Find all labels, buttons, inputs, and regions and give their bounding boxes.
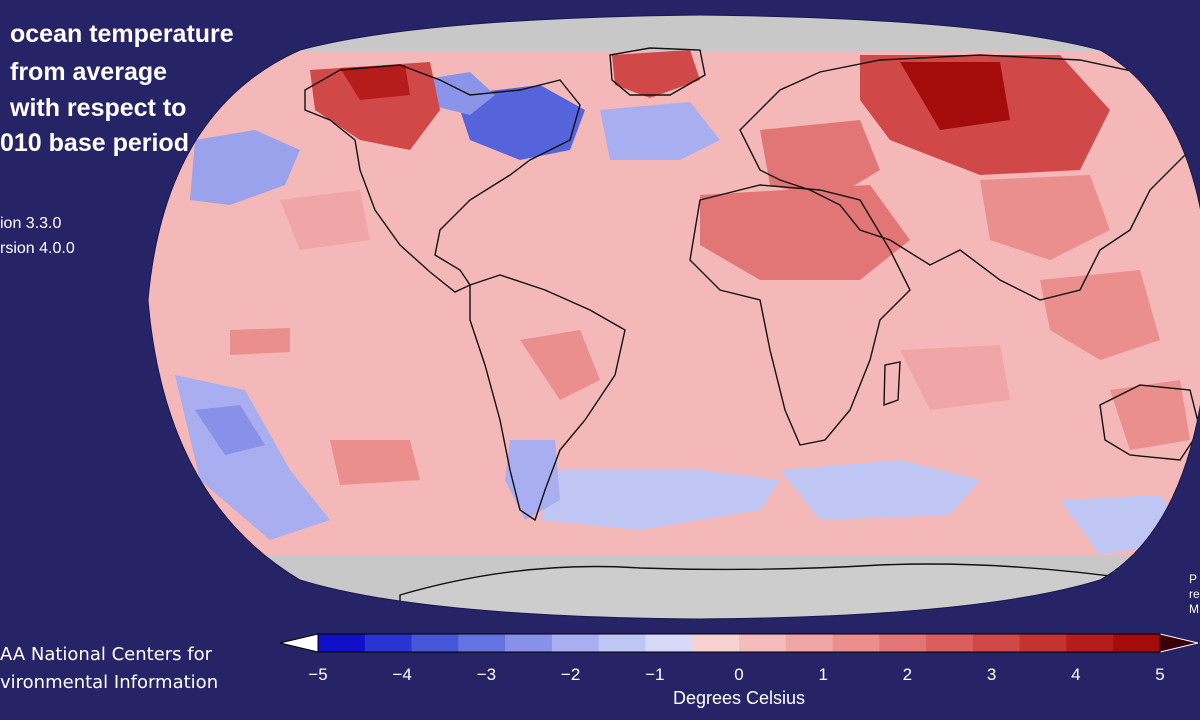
- warm-patch-europe: [760, 120, 880, 200]
- colorbar-tick-label: 2: [902, 665, 913, 684]
- credit-line-1: AA National Centers for: [0, 644, 213, 665]
- warm-patch-siberia-core: [900, 62, 1010, 130]
- colorbar-tick-label: 1: [818, 665, 828, 684]
- colorbar-segment: [1113, 634, 1161, 652]
- side-note-line-3: M: [1189, 602, 1199, 616]
- colorbar-segment: [318, 634, 366, 652]
- colorbar-segment: [1019, 634, 1068, 652]
- colorbar-tick-label: −5: [308, 665, 328, 684]
- colorbar-upper-arrow: [1159, 633, 1199, 653]
- colorbar-lower-arrow: [279, 633, 319, 653]
- title-line-3: with respect to: [10, 94, 187, 122]
- warm-patch-north-africa: [700, 185, 910, 280]
- side-note-line-2: re: [1189, 587, 1200, 601]
- north-america-outline: [304, 64, 581, 293]
- warm-patch-indian-ocean: [900, 345, 1010, 410]
- credit-line-2: vironmental Information: [0, 672, 219, 693]
- colorbar-segment: [832, 634, 880, 652]
- cold-patch-eastern-canada: [455, 85, 585, 160]
- greenland-outline: [609, 47, 706, 96]
- colorbar-tick-label: −3: [476, 665, 497, 684]
- colorbar-segment: [926, 634, 974, 652]
- title-line-1: ocean temperature: [10, 20, 234, 48]
- title-line-2: from average: [10, 58, 168, 86]
- side-note-line-1: P: [1189, 572, 1198, 586]
- colorbar-segment: [505, 634, 553, 652]
- globe-border: [147, 14, 1200, 620]
- colorbar-segment: [364, 634, 413, 652]
- warm-patch-north-pacific: [280, 190, 370, 250]
- warm-patch-east-pacific: [230, 328, 290, 355]
- colorbar-segment: [645, 634, 693, 652]
- antarctica-land: [399, 563, 1141, 619]
- colorbar-frame: [317, 633, 1161, 653]
- australia-outline: [1099, 384, 1200, 461]
- title-line-4: 010 base period: [0, 129, 189, 157]
- warm-patch-east-asia: [980, 175, 1110, 260]
- colorbar-segment: [879, 634, 927, 652]
- colorbar-segment: [551, 634, 600, 652]
- arctic-no-data-band: [148, 15, 1200, 52]
- colorbar-tick-label: 5: [1155, 665, 1165, 684]
- cold-patch-argentina: [505, 440, 560, 520]
- colorbar-title: Degrees Celsius: [672, 688, 806, 708]
- colorbar-tick-label: 0: [734, 665, 744, 684]
- colorbar-tick-label: 3: [986, 665, 997, 684]
- dataset-version-1: ion 3.3.0: [0, 215, 62, 232]
- cold-patch-north-pacific: [190, 130, 300, 205]
- madagascar-outline: [883, 361, 901, 407]
- colorbar-segment: [411, 634, 459, 652]
- cold-patch-south-atlantic: [540, 470, 780, 530]
- warm-patch-australia: [1110, 380, 1190, 450]
- colorbar-segment: [785, 634, 834, 652]
- colorbar-segments: [318, 634, 1161, 652]
- colorbar-tick-label: −1: [645, 665, 665, 684]
- colorbar-segment: [458, 634, 506, 652]
- colorbar-segment: [598, 634, 647, 652]
- warm-patch-south-pacific: [330, 440, 420, 485]
- colorbar-segment: [1066, 634, 1114, 652]
- map-globe: [148, 15, 1200, 619]
- colorbar-tick-label: −2: [560, 665, 581, 684]
- eurasia-outline: [739, 54, 1191, 301]
- colorbar-segment: [972, 634, 1021, 652]
- continent-outlines: [304, 47, 1200, 522]
- colorbar-tick-label: −4: [392, 665, 412, 684]
- colorbar-tick-label: 4: [1071, 665, 1081, 684]
- colorbar-segment: [692, 634, 740, 652]
- warm-patch-alaska-core: [340, 65, 410, 100]
- cold-patch-north-atlantic: [600, 102, 720, 160]
- cold-patch-south-pacific-deep: [195, 405, 265, 455]
- africa-outline: [689, 184, 911, 446]
- warm-patch-greenland: [612, 50, 700, 98]
- south-america-outline: [469, 274, 626, 522]
- colorbar-segment: [739, 634, 787, 652]
- cold-patch-southern-indian: [780, 460, 980, 520]
- colorbar: [279, 633, 1199, 653]
- dataset-version-2: rsion 4.0.0: [0, 240, 75, 257]
- warm-patch-south-america: [520, 330, 600, 400]
